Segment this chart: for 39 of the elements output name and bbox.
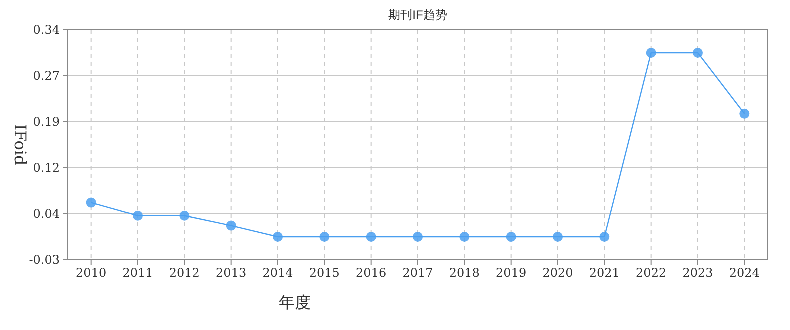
point	[693, 48, 703, 58]
chart-title: 期刊IF趋势	[388, 8, 448, 22]
point	[180, 210, 190, 221]
y-tick-label: 0.34	[33, 23, 60, 37]
x-tick-label: 2018	[449, 266, 480, 280]
point	[740, 108, 750, 119]
point	[133, 210, 143, 221]
y-tick-label: 0.27	[33, 69, 60, 83]
y-tick-label: 0.19	[33, 115, 60, 129]
point	[273, 232, 283, 242]
point	[226, 220, 236, 231]
x-tick-label: 2013	[216, 266, 247, 280]
point	[506, 232, 516, 242]
x-tick-label: 2024	[729, 266, 760, 280]
x-tick-label: 2011	[122, 266, 154, 280]
point	[320, 232, 330, 242]
x-tick-label: 2010	[76, 266, 107, 280]
x-tick-label: 2012	[169, 266, 200, 280]
point	[413, 232, 423, 242]
point	[86, 198, 96, 208]
x-tick-label: 2014	[262, 266, 294, 280]
y-tick-label: 0.12	[33, 161, 60, 175]
x-tick-label: 2019	[496, 266, 527, 280]
point	[553, 232, 563, 242]
point	[600, 232, 610, 242]
x-axis-title: 年度	[279, 294, 311, 312]
x-tick-label: 2015	[309, 266, 340, 280]
y-tick-label: -0.03	[29, 253, 60, 267]
point	[460, 232, 470, 242]
point	[646, 48, 656, 58]
y-axis-title: IFoid	[11, 124, 30, 166]
x-tick-label: 2020	[542, 266, 574, 280]
y-tick-label: 0.04	[33, 207, 60, 221]
point	[366, 232, 376, 242]
x-tick-label: 2023	[682, 266, 714, 280]
x-tick-label: 2016	[356, 266, 387, 280]
x-tick-label: 2021	[589, 266, 620, 280]
x-tick-label: 2017	[402, 266, 434, 280]
x-tick-label: 2022	[636, 266, 667, 280]
